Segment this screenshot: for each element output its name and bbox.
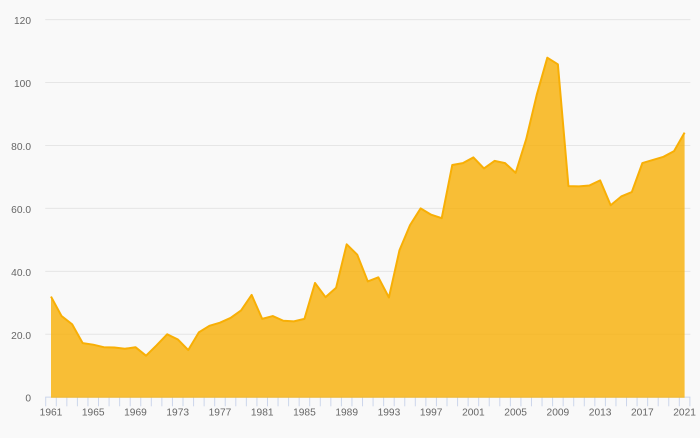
svg-text:1993: 1993: [378, 408, 401, 419]
svg-text:20.0: 20.0: [11, 331, 31, 342]
svg-text:2001: 2001: [462, 408, 485, 419]
svg-text:1973: 1973: [166, 408, 189, 419]
svg-text:1961: 1961: [40, 408, 63, 419]
svg-text:120: 120: [14, 16, 31, 27]
svg-text:1989: 1989: [335, 408, 358, 419]
svg-text:2005: 2005: [504, 408, 527, 419]
svg-text:1997: 1997: [420, 408, 443, 419]
svg-text:1965: 1965: [82, 408, 105, 419]
svg-text:1985: 1985: [293, 408, 316, 419]
svg-text:2013: 2013: [589, 408, 612, 419]
svg-text:100: 100: [14, 79, 31, 90]
svg-text:2017: 2017: [631, 408, 654, 419]
svg-text:60.0: 60.0: [11, 205, 31, 216]
svg-text:80.0: 80.0: [11, 142, 31, 153]
svg-text:40.0: 40.0: [11, 268, 31, 279]
svg-text:2021: 2021: [673, 408, 696, 419]
svg-text:1969: 1969: [124, 408, 147, 419]
svg-text:2009: 2009: [547, 408, 570, 419]
svg-text:1981: 1981: [251, 408, 274, 419]
svg-text:1977: 1977: [209, 408, 232, 419]
svg-text:0: 0: [25, 394, 31, 405]
